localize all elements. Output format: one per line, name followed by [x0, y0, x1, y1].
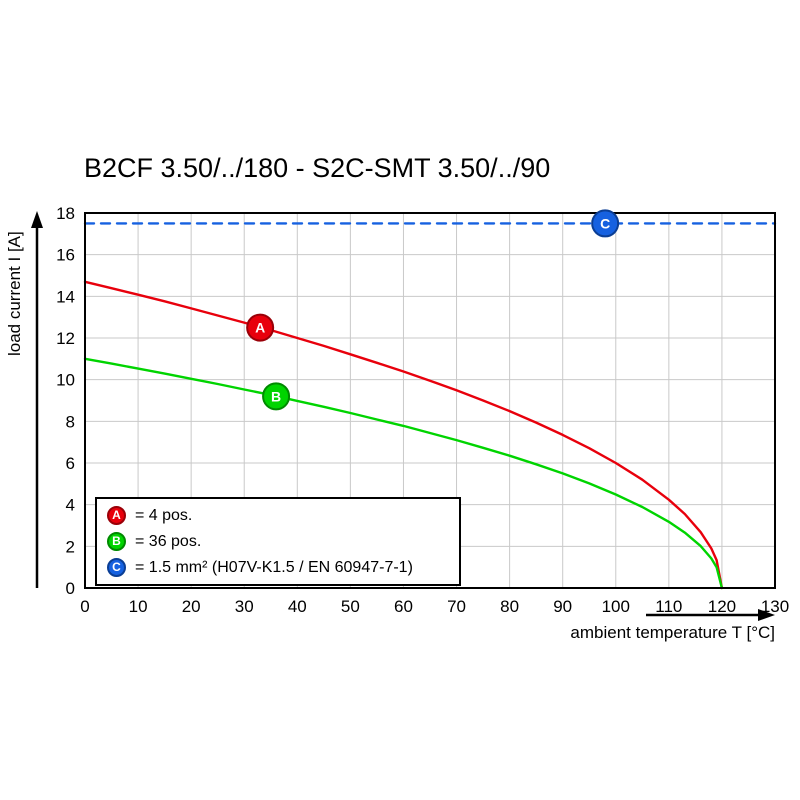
curve-a [83, 280, 724, 590]
x-axis-label: ambient temperature T [°C] [570, 623, 775, 642]
curve-marker-c-icon [591, 209, 620, 238]
legend-badge-c-icon: C [107, 558, 126, 577]
curve-marker-b-icon [262, 382, 291, 411]
x-tick-label: 30 [235, 597, 254, 616]
curve-b [83, 357, 724, 590]
x-tick-label: 90 [553, 597, 572, 616]
y-tick-label: 6 [66, 454, 75, 473]
chart-title: B2CF 3.50/../180 - S2C-SMT 3.50/../90 [84, 153, 551, 183]
x-axis-arrowhead-icon [758, 609, 775, 621]
curve-marker-letter: B [271, 388, 281, 404]
legend-label-a: = 4 pos. [135, 506, 193, 524]
curve-marker-letter: A [255, 320, 265, 336]
y-tick-label: 4 [66, 496, 75, 515]
y-tick-label: 0 [66, 579, 75, 598]
y-tick-label: 12 [56, 329, 75, 348]
curve-marker-a-icon [246, 313, 275, 342]
x-tick-label: 100 [602, 597, 630, 616]
x-tick-label: 10 [129, 597, 148, 616]
chart-legend: A = 4 pos. B = 36 pos. C = 1.5 mm² (H07V… [95, 497, 461, 586]
x-tick-label: 0 [80, 597, 89, 616]
y-tick-label: 14 [56, 287, 75, 306]
x-tick-label: 60 [394, 597, 413, 616]
y-tick-label: 8 [66, 412, 75, 431]
y-tick-label: 16 [56, 246, 75, 265]
x-tick-label: 70 [447, 597, 466, 616]
legend-badge-a-icon: A [107, 506, 126, 525]
y-tick-label: 10 [56, 371, 75, 390]
legend-label-b: = 36 pos. [135, 532, 202, 550]
y-tick-label: 18 [56, 204, 75, 223]
legend-row-a: A = 4 pos. [107, 504, 449, 527]
y-tick-label: 2 [66, 537, 75, 556]
x-tick-label: 120 [708, 597, 736, 616]
legend-row-c: C = 1.5 mm² (H07V-K1.5 / EN 60947-7-1) [107, 556, 449, 579]
x-tick-label: 130 [761, 597, 789, 616]
curve-marker-letter: C [600, 215, 610, 231]
legend-row-b: B = 36 pos. [107, 530, 449, 553]
x-tick-label: 110 [655, 597, 682, 616]
plot-frame [84, 212, 776, 589]
legend-badge-b-icon: B [107, 532, 126, 551]
legend-label-c: = 1.5 mm² (H07V-K1.5 / EN 60947-7-1) [135, 558, 413, 576]
x-tick-label: 80 [500, 597, 519, 616]
y-axis-arrowhead-icon [31, 211, 43, 228]
x-tick-label: 50 [341, 597, 360, 616]
x-tick-label: 20 [182, 597, 201, 616]
x-tick-label: 40 [288, 597, 307, 616]
